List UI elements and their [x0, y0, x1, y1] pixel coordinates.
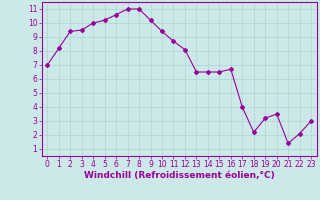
X-axis label: Windchill (Refroidissement éolien,°C): Windchill (Refroidissement éolien,°C) [84, 171, 275, 180]
